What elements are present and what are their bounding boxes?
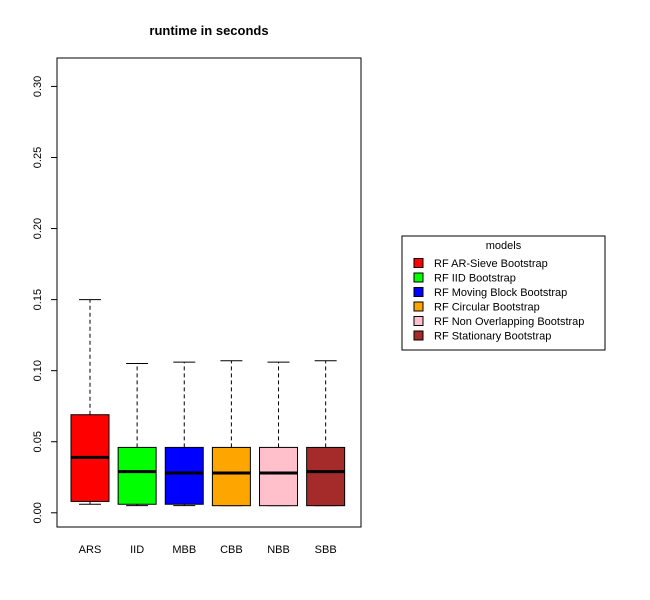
y-axis: 0.00 0.05 0.10 0.15 0.20 0.25 0.30 [32, 76, 57, 523]
box-cbb [211, 360, 251, 507]
plot-frame [56, 57, 362, 528]
x-tick-label: SBB [315, 544, 337, 556]
legend-entries: RF AR-Sieve Bootstrap RF IID Bootstrap RF … [413, 258, 584, 343]
legend-label: RF Non Overlapping Bootstrap [434, 316, 584, 328]
y-tick-label: 0.30 [32, 76, 44, 97]
box-body [117, 446, 157, 505]
box-iid [117, 363, 157, 507]
legend-label: RF AR-Sieve Bootstrap [434, 258, 548, 270]
legend-entry: RF AR-Sieve Bootstrap [413, 258, 548, 270]
box-body [306, 446, 346, 507]
box-mbb [164, 361, 204, 507]
legend-swatch [413, 272, 424, 283]
legend-swatch [413, 330, 424, 341]
box-sbb [306, 360, 346, 507]
x-axis: ARS IID MBB CBB NBB SBB [79, 544, 337, 556]
chart-title: runtime in seconds [149, 23, 268, 38]
legend-swatch [413, 258, 424, 268]
box-body [164, 446, 204, 505]
legend-swatch [413, 316, 424, 326]
legend-label: RF Circular Bootstrap [434, 302, 540, 314]
x-tick-label: IID [130, 544, 144, 556]
legend-entry: RF Non Overlapping Bootstrap [413, 316, 584, 328]
box-nbb [259, 361, 299, 507]
box-body [211, 446, 251, 507]
x-tick-label: MBB [172, 544, 196, 556]
y-tick-label: 0.05 [32, 431, 44, 452]
x-tick-label: CBB [220, 544, 243, 556]
legend-title: models [486, 240, 522, 252]
y-tick-label: 0.25 [32, 147, 44, 168]
y-tick-label: 0.00 [32, 502, 44, 523]
legend-swatch [413, 287, 424, 297]
legend: models RF AR-Sieve Bootstrap RF IID Boots… [401, 235, 606, 351]
legend-label: RF IID Bootstrap [434, 273, 516, 285]
legend-entry: RF Stationary Bootstrap [413, 330, 551, 343]
legend-entry: RF IID Bootstrap [413, 272, 516, 285]
box-group [70, 299, 346, 507]
box-ars [70, 299, 110, 505]
legend-entry: RF Moving Block Bootstrap [413, 287, 567, 299]
y-tick-label: 0.20 [32, 218, 44, 239]
legend-swatch [413, 301, 424, 312]
box-body [259, 446, 299, 507]
x-tick-label: NBB [267, 544, 290, 556]
x-tick-label: ARS [79, 544, 102, 556]
legend-label: RF Moving Block Bootstrap [434, 287, 567, 299]
legend-entry: RF Circular Bootstrap [413, 301, 540, 314]
legend-frame [401, 235, 606, 351]
y-tick-label: 0.10 [32, 360, 44, 381]
y-tick-label: 0.15 [32, 289, 44, 310]
legend-label: RF Stationary Bootstrap [434, 331, 551, 343]
